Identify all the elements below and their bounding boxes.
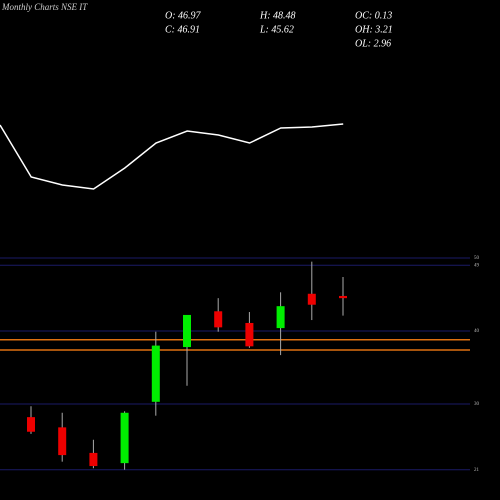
y-tick-label: 40: [474, 329, 480, 334]
candle-body: [120, 412, 129, 464]
stat: OC: 0.13: [355, 10, 392, 21]
stat: OH: 3.21: [355, 24, 393, 35]
candle-body: [307, 293, 316, 305]
y-tick-label: 21: [474, 468, 480, 473]
candle-body: [245, 322, 254, 347]
stat: L: 45.62: [259, 24, 294, 35]
candle-body: [276, 306, 285, 329]
line: [0, 123, 344, 190]
candle-body: [27, 417, 35, 432]
candle-body: [214, 311, 223, 328]
candle-body: [339, 295, 347, 299]
candle-body: [183, 314, 191, 348]
y-tick-label: 30: [474, 402, 480, 407]
stat: C: 46.91: [165, 24, 200, 35]
candle-body: [58, 427, 67, 456]
candle-body: [151, 345, 160, 402]
chart-title: Monthly Charts NSE IT: [1, 2, 88, 12]
stat: O: 46.97: [165, 10, 202, 21]
candle-body: [89, 452, 98, 467]
stat: H: 48.48: [259, 10, 296, 21]
y-tick-label: 49: [474, 263, 480, 268]
stat: OL: 2.96: [355, 38, 391, 49]
y-tick-label: 50: [474, 256, 480, 261]
